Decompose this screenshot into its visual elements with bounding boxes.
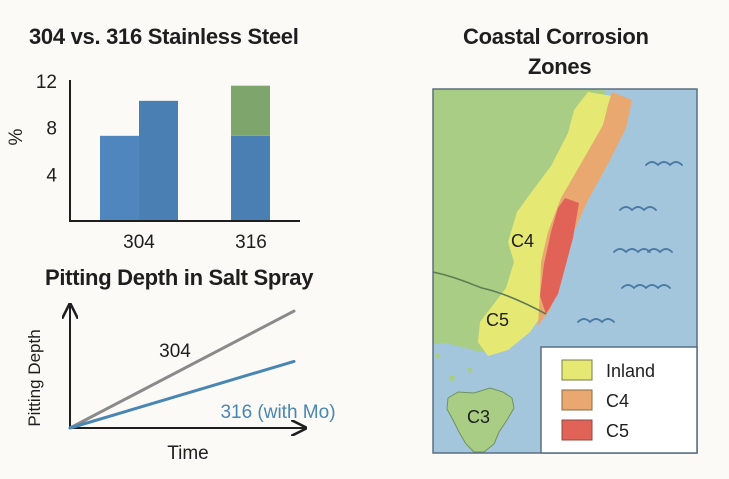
bar-x-tick-label: 316 [235,232,267,253]
map-border-line [432,271,547,315]
line-chart-title: Pitting Depth in Salt Spray [45,265,314,290]
line-chart: 304 316 (with Mo) Time Pitting Depth [25,306,336,464]
wave-icon [621,284,671,290]
legend-swatch-inland [561,359,593,381]
bar-304-b [139,100,178,221]
bar-316-base [231,135,270,221]
map-zone-c5 [540,198,579,314]
bar-marks [100,85,270,221]
map-island [446,387,515,453]
wave-icon [577,318,615,324]
map-zone-inland [478,92,618,356]
bar-x-ticks: 304 316 [123,232,267,253]
map-title-line1: Coastal Corrosion [463,24,649,49]
legend-label-c4: C4 [606,391,629,411]
bar-304-a [100,135,139,221]
line-series-label-0: 304 [159,341,191,362]
legend-swatch-c4 [561,389,593,411]
map-title-line2: Zones [528,54,592,79]
wave-icon [619,206,657,212]
bar-316-top [231,85,270,136]
wave-icon [613,248,651,254]
line-series-1 [68,359,296,430]
map-zone-label-c5: C5 [486,310,509,330]
legend-label-inland: Inland [606,361,655,381]
legend-label-c5: C5 [606,421,629,441]
map-legend: Inland C4 C5 [540,346,698,454]
bar-x-tick-label: 304 [123,232,155,253]
line-x-axis-label: Time [167,443,209,464]
map-waves [577,161,683,324]
bar-y-tick-label: 8 [46,119,57,140]
bar-chart: 4 8 12 % 304 316 [6,72,300,253]
line-series-label-1: 316 (with Mo) [220,402,335,423]
bar-chart-title: 304 vs. 316 Stainless Steel [29,24,299,49]
legend-swatch-c5 [561,419,593,441]
bar-y-ticks: 4 8 12 [36,72,58,186]
line-y-axis-label: Pitting Depth [25,329,44,426]
bar-y-tick-label: 12 [36,72,57,93]
map-zone-label-c4: C4 [511,231,534,251]
map-islet [435,353,441,359]
map-islet [449,375,455,381]
corrosion-map: C4 C5 C3 Inland C4 C5 [432,88,698,454]
line-series-group: 304 316 (with Mo) [68,309,336,430]
map-islet [467,367,473,373]
line-series-0 [68,309,296,430]
bar-y-axis-label: % [6,128,27,145]
wave-icon [645,161,683,167]
map-zone-label-c3: C3 [467,407,490,427]
bar-y-tick-label: 4 [46,165,57,186]
wave-icon [647,248,673,254]
